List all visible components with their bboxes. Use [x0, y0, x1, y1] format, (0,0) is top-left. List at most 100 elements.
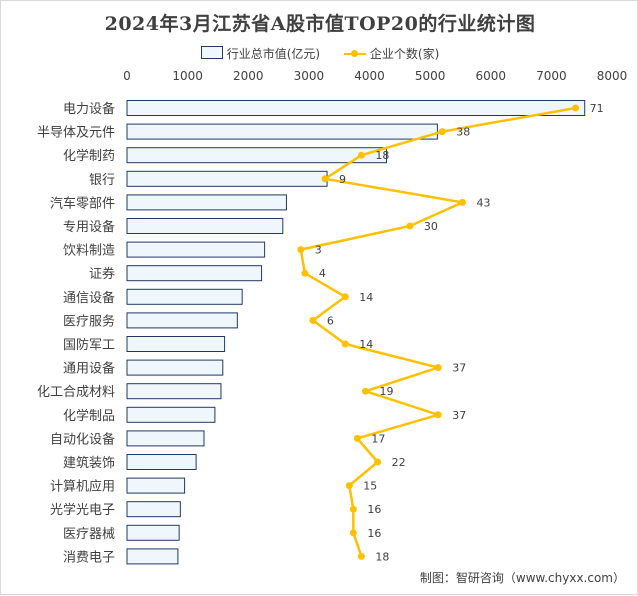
x-tick-label-8: 8000	[597, 69, 628, 83]
bar-6	[126, 241, 266, 258]
line-data-label-16: 15	[363, 480, 377, 493]
bar-3	[126, 170, 328, 187]
line-point-12	[361, 387, 369, 395]
category-label-15: 建筑装饰	[63, 455, 115, 471]
legend-line-swatch	[343, 48, 366, 59]
line-data-label-9: 6	[327, 314, 334, 327]
legend-item-bar: 行业总市值(亿元)	[200, 45, 320, 62]
bar-17	[126, 501, 181, 518]
line-point-9	[309, 316, 317, 324]
legend-bar-swatch	[200, 46, 223, 59]
category-label-1: 半导体及元件	[37, 126, 115, 141]
bar-15	[126, 454, 197, 470]
category-label-12: 化工合成材料	[37, 385, 115, 400]
line-point-11	[434, 364, 442, 372]
legend-item-line: 企业个数(家)	[343, 45, 440, 62]
line-series	[299, 106, 576, 557]
source-credit: 制图：智研咨询（www.chyxx.com）	[419, 571, 625, 585]
category-label-3: 银行	[89, 173, 115, 188]
bar-7	[126, 265, 263, 282]
category-label-5: 专用设备	[63, 219, 115, 235]
x-tick-label-4: 4000	[354, 69, 385, 83]
line-point-13	[434, 411, 442, 419]
x-tick-label-1: 1000	[172, 69, 203, 83]
line-data-label-10: 14	[359, 338, 373, 351]
bar-14	[126, 430, 205, 447]
category-label-8: 通信设备	[63, 290, 115, 306]
bar-2	[126, 147, 387, 164]
category-label-19: 消费电子	[63, 550, 115, 565]
bar-5	[126, 218, 284, 234]
line-data-label-12: 19	[379, 385, 393, 398]
bar-0	[126, 100, 586, 116]
chart-legend: 行业总市值(亿元) 企业个数(家)	[1, 45, 638, 62]
category-label-7: 证券	[89, 266, 115, 282]
category-label-18: 医疗器械	[63, 527, 115, 542]
line-point-18	[349, 529, 357, 537]
x-tick-label-7: 7000	[536, 69, 567, 83]
line-point-5	[406, 222, 414, 230]
line-point-0	[572, 104, 580, 112]
line-data-label-2: 18	[375, 149, 389, 162]
line-data-label-3: 9	[339, 173, 346, 186]
bar-11	[126, 359, 224, 376]
x-tick-label-5: 5000	[415, 69, 446, 83]
chart-title: 2024年3月江苏省A股市值TOP20的行业统计图	[104, 13, 536, 35]
line-data-label-13: 37	[452, 409, 466, 422]
line-data-label-15: 22	[392, 456, 406, 469]
line-data-label-1: 38	[456, 126, 470, 139]
x-tick-label-2: 2000	[233, 69, 264, 83]
category-label-4: 汽车零部件	[50, 195, 115, 211]
category-label-0: 电力设备	[63, 101, 115, 117]
line-data-label-5: 30	[424, 220, 438, 233]
line-data-label-17: 16	[367, 503, 381, 516]
bar-9	[126, 312, 238, 329]
bar-13	[126, 406, 216, 423]
line-point-16	[345, 482, 353, 490]
line-point-2	[357, 151, 365, 159]
bar-19	[126, 548, 179, 565]
category-label-13: 化学制品	[63, 408, 115, 424]
line-data-label-11: 37	[452, 362, 466, 375]
line-point-4	[458, 198, 466, 206]
category-label-11: 通用设备	[63, 361, 115, 377]
category-label-2: 化学制药	[63, 148, 115, 164]
line-data-label-7: 4	[319, 267, 326, 280]
line-data-label-14: 17	[371, 432, 385, 445]
bar-8	[126, 288, 243, 305]
line-point-1	[438, 128, 446, 136]
line-point-7	[301, 269, 309, 277]
bar-12	[126, 383, 222, 400]
line-point-19	[357, 552, 365, 560]
line-data-label-18: 16	[367, 527, 381, 540]
line-data-label-0: 71	[590, 102, 604, 115]
category-label-6: 饮料制造	[63, 244, 115, 259]
bar-16	[126, 477, 186, 494]
category-label-16: 计算机应用	[50, 479, 115, 495]
bar-1	[126, 123, 438, 140]
line-data-label-8: 14	[359, 291, 373, 304]
category-label-17: 光学光电子	[50, 502, 115, 518]
line-point-8	[341, 293, 349, 301]
line-point-15	[374, 458, 382, 466]
category-label-14: 自动化设备	[50, 431, 115, 447]
bar-4	[126, 194, 287, 211]
x-tick-label-3: 3000	[294, 69, 325, 83]
category-label-10: 国防军工	[63, 337, 115, 353]
x-tick-label-0: 0	[123, 69, 131, 83]
line-point-17	[349, 505, 357, 513]
line-data-label-6: 3	[315, 244, 322, 257]
bar-10	[126, 336, 226, 352]
x-tick-label-6: 6000	[475, 69, 506, 83]
line-point-6	[297, 246, 305, 254]
line-point-3	[321, 175, 329, 183]
line-point-10	[341, 340, 349, 348]
legend-line-label: 企业个数(家)	[369, 47, 440, 61]
line-data-label-4: 43	[476, 196, 490, 209]
category-label-9: 医疗服务	[63, 313, 115, 329]
bar-18	[126, 524, 180, 541]
line-point-14	[353, 434, 361, 442]
line-data-label-19: 18	[375, 550, 389, 563]
